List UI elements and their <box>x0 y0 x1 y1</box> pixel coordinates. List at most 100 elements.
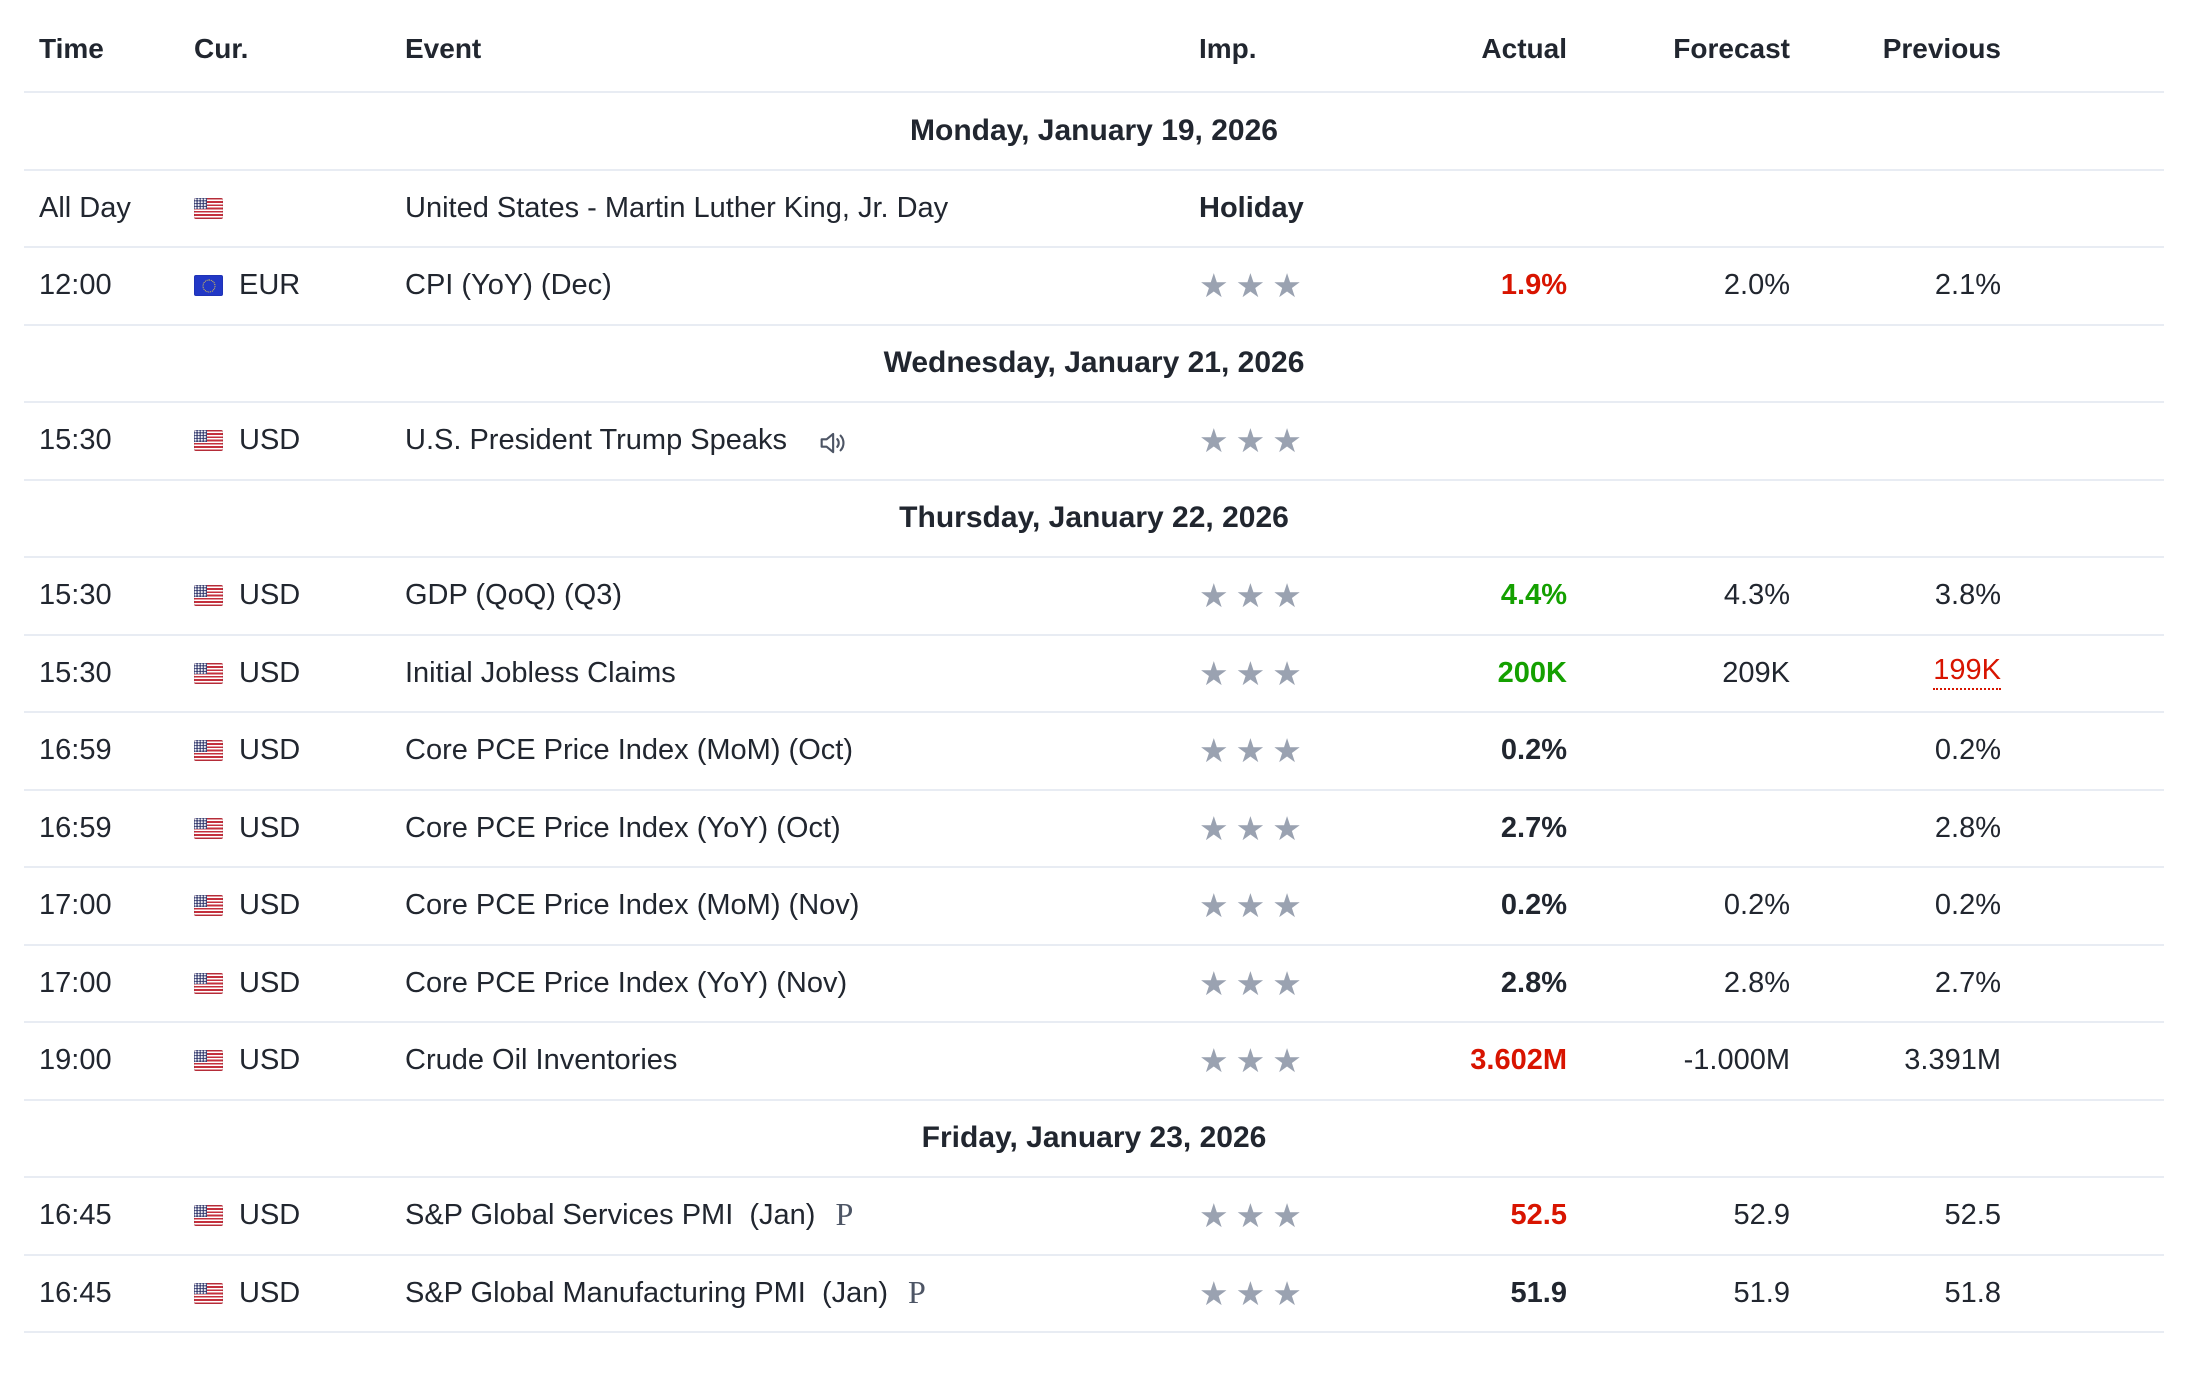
actual-value[interactable]: 51.9 <box>1510 1276 1567 1309</box>
event-row[interactable]: 12:00 EUR CPI (YoY) (Dec) ★ ★ ★ 1.9% 2.0% … <box>24 248 2164 326</box>
importance-cell: ★ ★ ★ <box>1199 403 1429 479</box>
holiday-label: Holiday <box>1199 191 1304 224</box>
star-icon: ★ <box>1272 1274 1302 1312</box>
event-name[interactable]: CPI (YoY) (Dec) <box>405 269 612 302</box>
star-icon: ★ <box>1199 654 1229 692</box>
importance-cell: ★ ★ ★ <box>1199 791 1429 867</box>
previous-value: 52.5 <box>1944 1199 2001 1232</box>
importance-cell: ★ ★ ★ <box>1199 1178 1429 1254</box>
previous-value: 0.2% <box>1934 734 2001 767</box>
star-icon: ★ <box>1235 654 1266 692</box>
date-header-row: Wednesday, January 21, 2026 <box>24 326 2164 403</box>
event-time: 17:00 <box>39 966 112 999</box>
previous-value: 199K <box>1933 656 2001 691</box>
forecast-value: -1.000M <box>1683 1044 1790 1077</box>
star-icon: ★ <box>1272 964 1302 1002</box>
us-flag-icon <box>194 895 223 917</box>
star-icon: ★ <box>1272 1197 1302 1235</box>
date-label: Thursday, January 22, 2026 <box>899 501 1289 535</box>
forecast-value: 2.0% <box>1723 269 1790 302</box>
event-row[interactable]: 15:30 USD Initial Jobless Claims ★ ★ ★ 200… <box>24 636 2164 713</box>
previous-value: 3.8% <box>1934 579 2001 612</box>
event-time: 12:00 <box>39 269 112 302</box>
star-icon: ★ <box>1199 577 1229 615</box>
event-row[interactable]: 16:59 USD Core PCE Price Index (YoY) (Oc… <box>24 791 2164 868</box>
event-row[interactable]: 16:59 USD Core PCE Price Index (MoM) (Oc… <box>24 713 2164 791</box>
event-name[interactable]: Core PCE Price Index (MoM) (Nov) <box>405 889 860 922</box>
event-row[interactable]: 17:00 USD Core PCE Price Index (MoM) (No… <box>24 868 2164 946</box>
event-time: All Day <box>39 191 131 224</box>
importance-stars: ★ ★ ★ <box>1199 579 1309 612</box>
importance-stars: ★ ★ ★ <box>1199 1199 1309 1232</box>
actual-value[interactable]: 2.7% <box>1500 811 1567 844</box>
star-icon: ★ <box>1235 887 1266 925</box>
event-time: 16:59 <box>39 734 112 767</box>
table-header: Time Cur. Event Imp. Actual Forecast Pre… <box>24 0 2164 93</box>
event-row[interactable]: 16:45 USD S&P Global Manufacturing PMI (… <box>24 1256 2164 1333</box>
event-row[interactable]: All Day United States - Martin Luther Ki… <box>24 171 2164 248</box>
preliminary-marker: P <box>908 1273 926 1310</box>
event-time: 15:30 <box>39 579 112 612</box>
star-icon: ★ <box>1272 887 1302 925</box>
actual-value[interactable]: 4.4% <box>1500 579 1567 612</box>
event-name[interactable]: S&P Global Manufacturing PMI (Jan) <box>405 1276 889 1309</box>
star-icon: ★ <box>1235 732 1266 770</box>
preliminary-marker: P <box>835 1196 854 1233</box>
currency-code: USD <box>239 889 301 922</box>
importance-cell: ★ ★ ★ <box>1199 1023 1429 1099</box>
currency-code: USD <box>239 811 301 844</box>
actual-value[interactable]: 0.2% <box>1500 889 1567 922</box>
event-name[interactable]: U.S. President Trump Speaks <box>405 424 787 457</box>
currency-code: USD <box>239 579 301 612</box>
column-header-importance: Imp. <box>1199 32 1257 64</box>
event-name[interactable]: Core PCE Price Index (YoY) (Nov) <box>405 966 848 999</box>
actual-value[interactable]: 52.5 <box>1510 1199 1567 1232</box>
eu-flag-icon <box>194 275 223 297</box>
star-icon: ★ <box>1199 887 1229 925</box>
column-header-time: Time <box>39 32 104 64</box>
previous-value: 2.1% <box>1934 269 2001 302</box>
event-row[interactable]: 17:00 USD Core PCE Price Index (YoY) (No… <box>24 946 2164 1023</box>
actual-value[interactable]: 3.602M <box>1470 1044 1567 1077</box>
date-header-row: Monday, January 19, 2026 <box>24 93 2164 171</box>
currency-code: USD <box>239 1044 301 1077</box>
star-icon: ★ <box>1272 422 1302 460</box>
event-row[interactable]: 15:30 USD GDP (QoQ) (Q3) ★ ★ ★ 4.4% 4.3% 3… <box>24 558 2164 636</box>
star-icon: ★ <box>1272 654 1302 692</box>
star-icon: ★ <box>1199 809 1229 847</box>
actual-value[interactable]: 200K <box>1497 656 1567 689</box>
event-name[interactable]: Initial Jobless Claims <box>405 656 676 689</box>
event-time: 16:45 <box>39 1199 112 1232</box>
event-row[interactable]: 15:30 USD U.S. President Trump Speaks ★ ★… <box>24 403 2164 481</box>
date-header-row: Friday, January 23, 2026 <box>24 1101 2164 1178</box>
importance-cell: ★ ★ ★ <box>1199 1256 1429 1332</box>
event-time: 15:30 <box>39 424 112 457</box>
currency-code: USD <box>239 1199 301 1232</box>
star-icon: ★ <box>1199 732 1229 770</box>
previous-value: 0.2% <box>1934 889 2001 922</box>
event-name[interactable]: GDP (QoQ) (Q3) <box>405 579 622 612</box>
star-icon: ★ <box>1235 809 1266 847</box>
event-row[interactable]: 16:45 USD S&P Global Services PMI (Jan) … <box>24 1178 2164 1256</box>
actual-value[interactable]: 1.9% <box>1500 269 1567 302</box>
column-header-event: Event <box>405 32 482 64</box>
event-name[interactable]: Core PCE Price Index (YoY) (Oct) <box>405 811 841 844</box>
star-icon: ★ <box>1199 267 1229 305</box>
actual-value[interactable]: 2.8% <box>1500 966 1567 999</box>
currency-code: EUR <box>239 269 301 302</box>
actual-value[interactable]: 0.2% <box>1500 734 1567 767</box>
importance-stars: ★ ★ ★ <box>1199 967 1309 1000</box>
event-name[interactable]: Core PCE Price Index (MoM) (Oct) <box>405 734 853 767</box>
column-header-forecast: Forecast <box>1673 32 1790 64</box>
event-row[interactable]: 19:00 USD Crude Oil Inventories ★ ★ ★ 3.60… <box>24 1023 2164 1101</box>
event-name[interactable]: Crude Oil Inventories <box>405 1044 678 1077</box>
star-icon: ★ <box>1235 964 1266 1002</box>
previous-value: 3.391M <box>1904 1044 2001 1077</box>
us-flag-icon <box>194 817 223 839</box>
event-time: 17:00 <box>39 889 112 922</box>
date-header-row: Thursday, January 22, 2026 <box>24 481 2164 558</box>
importance-stars: ★ ★ ★ <box>1199 1277 1309 1310</box>
currency-code: USD <box>239 1276 301 1309</box>
event-name[interactable]: United States - Martin Luther King, Jr. … <box>405 191 949 224</box>
event-name[interactable]: S&P Global Services PMI (Jan) <box>405 1199 816 1232</box>
